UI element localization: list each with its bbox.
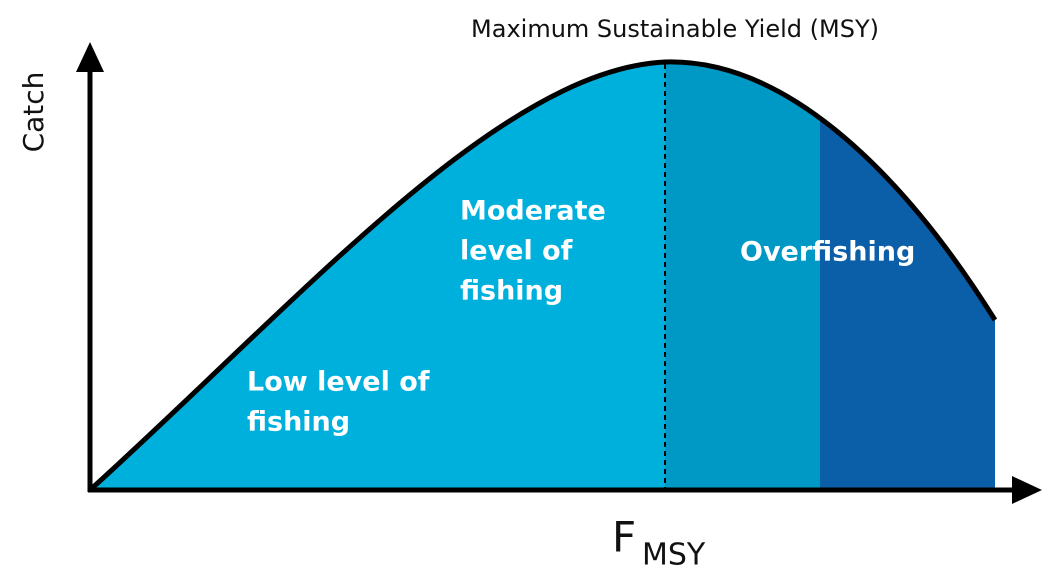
region-label: Overfishing (740, 237, 915, 268)
x-axis-label: F (612, 513, 636, 562)
low-moderate-region (90, 61, 665, 490)
x-arrow (1012, 476, 1042, 504)
yield-curve (88, 59, 998, 492)
y-axis-label: Catch (17, 72, 50, 153)
x-axis-subscript: MSY (642, 538, 706, 573)
y-arrow (76, 42, 104, 72)
region-label: level of (460, 236, 573, 267)
region-label: fishing (247, 407, 350, 438)
region-label: Moderate (460, 196, 606, 227)
region-label: fishing (460, 276, 563, 307)
msy-region (665, 61, 820, 490)
region-label: Low level of (247, 367, 430, 398)
title: Maximum Sustainable Yield (MSY) (471, 15, 879, 43)
